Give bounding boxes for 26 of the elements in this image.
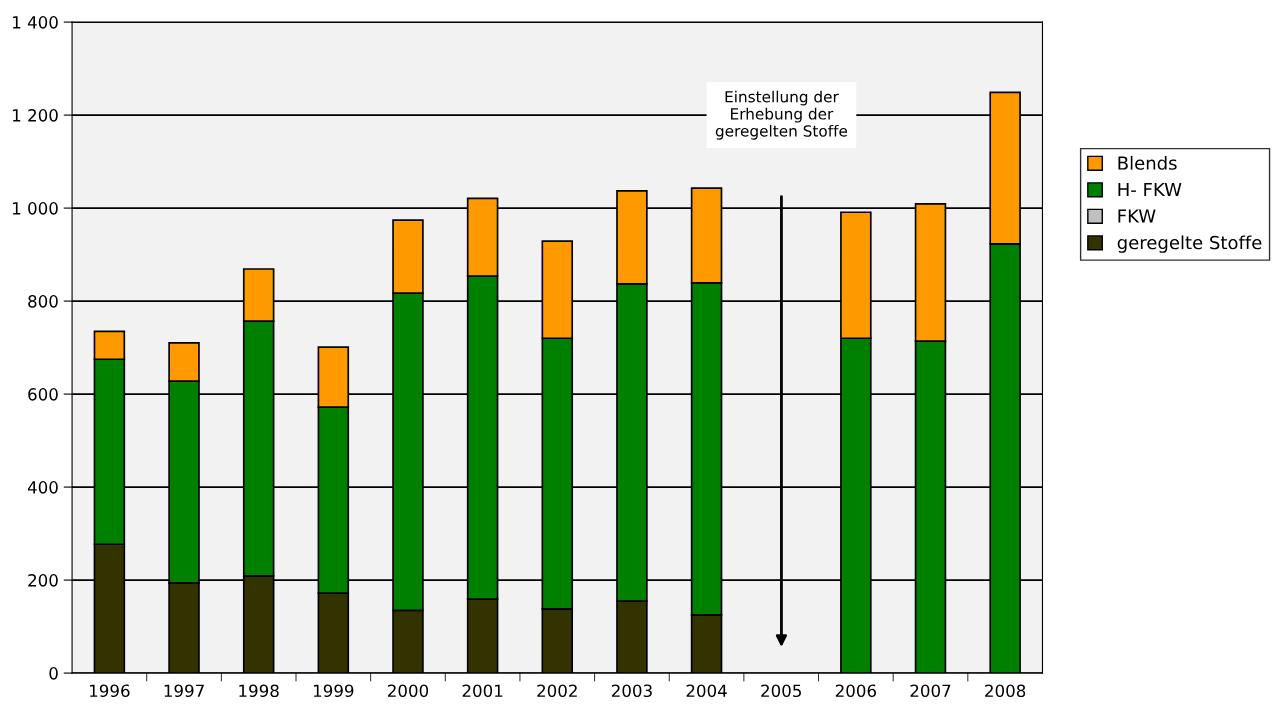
y-tick-label: 1 400	[12, 16, 58, 29]
y-tick-label: 0	[49, 667, 58, 680]
y-tick-label: 600	[28, 388, 58, 401]
x-tick-label: 2004	[686, 684, 727, 698]
legend-label: Blends	[1118, 155, 1177, 170]
y-tick-label: 200	[28, 574, 58, 587]
legend-label: FKW	[1118, 209, 1156, 223]
x-tick-label: 2003	[611, 684, 652, 698]
x-tick-label: 1996	[90, 684, 130, 698]
x-tick-label: 1999	[313, 684, 354, 698]
x-tick-label: 2005	[761, 684, 801, 698]
x-tick-label: 2008	[985, 684, 1026, 698]
y-tick-label: 1 200	[12, 109, 58, 122]
legend-label: geregelte Stoffe	[1117, 235, 1262, 253]
legend-label: H- FKW	[1118, 182, 1182, 197]
y-tick-label: 800	[28, 295, 58, 308]
x-tick-label: 2002	[537, 684, 577, 698]
x-tick-label: 2001	[462, 684, 503, 698]
annotation: Einstellung der Erhebung der geregelten Stoffe	[715, 90, 848, 140]
x-tick-label: 2006	[835, 684, 877, 698]
y-tick-label: 1 000	[12, 202, 58, 215]
y-tick-label: 400	[27, 481, 58, 494]
x-tick-label: 1997	[164, 684, 204, 698]
x-tick-label: 2007	[910, 684, 951, 698]
x-tick-label: 1998	[239, 684, 279, 698]
x-tick-label: 2000	[387, 684, 429, 698]
